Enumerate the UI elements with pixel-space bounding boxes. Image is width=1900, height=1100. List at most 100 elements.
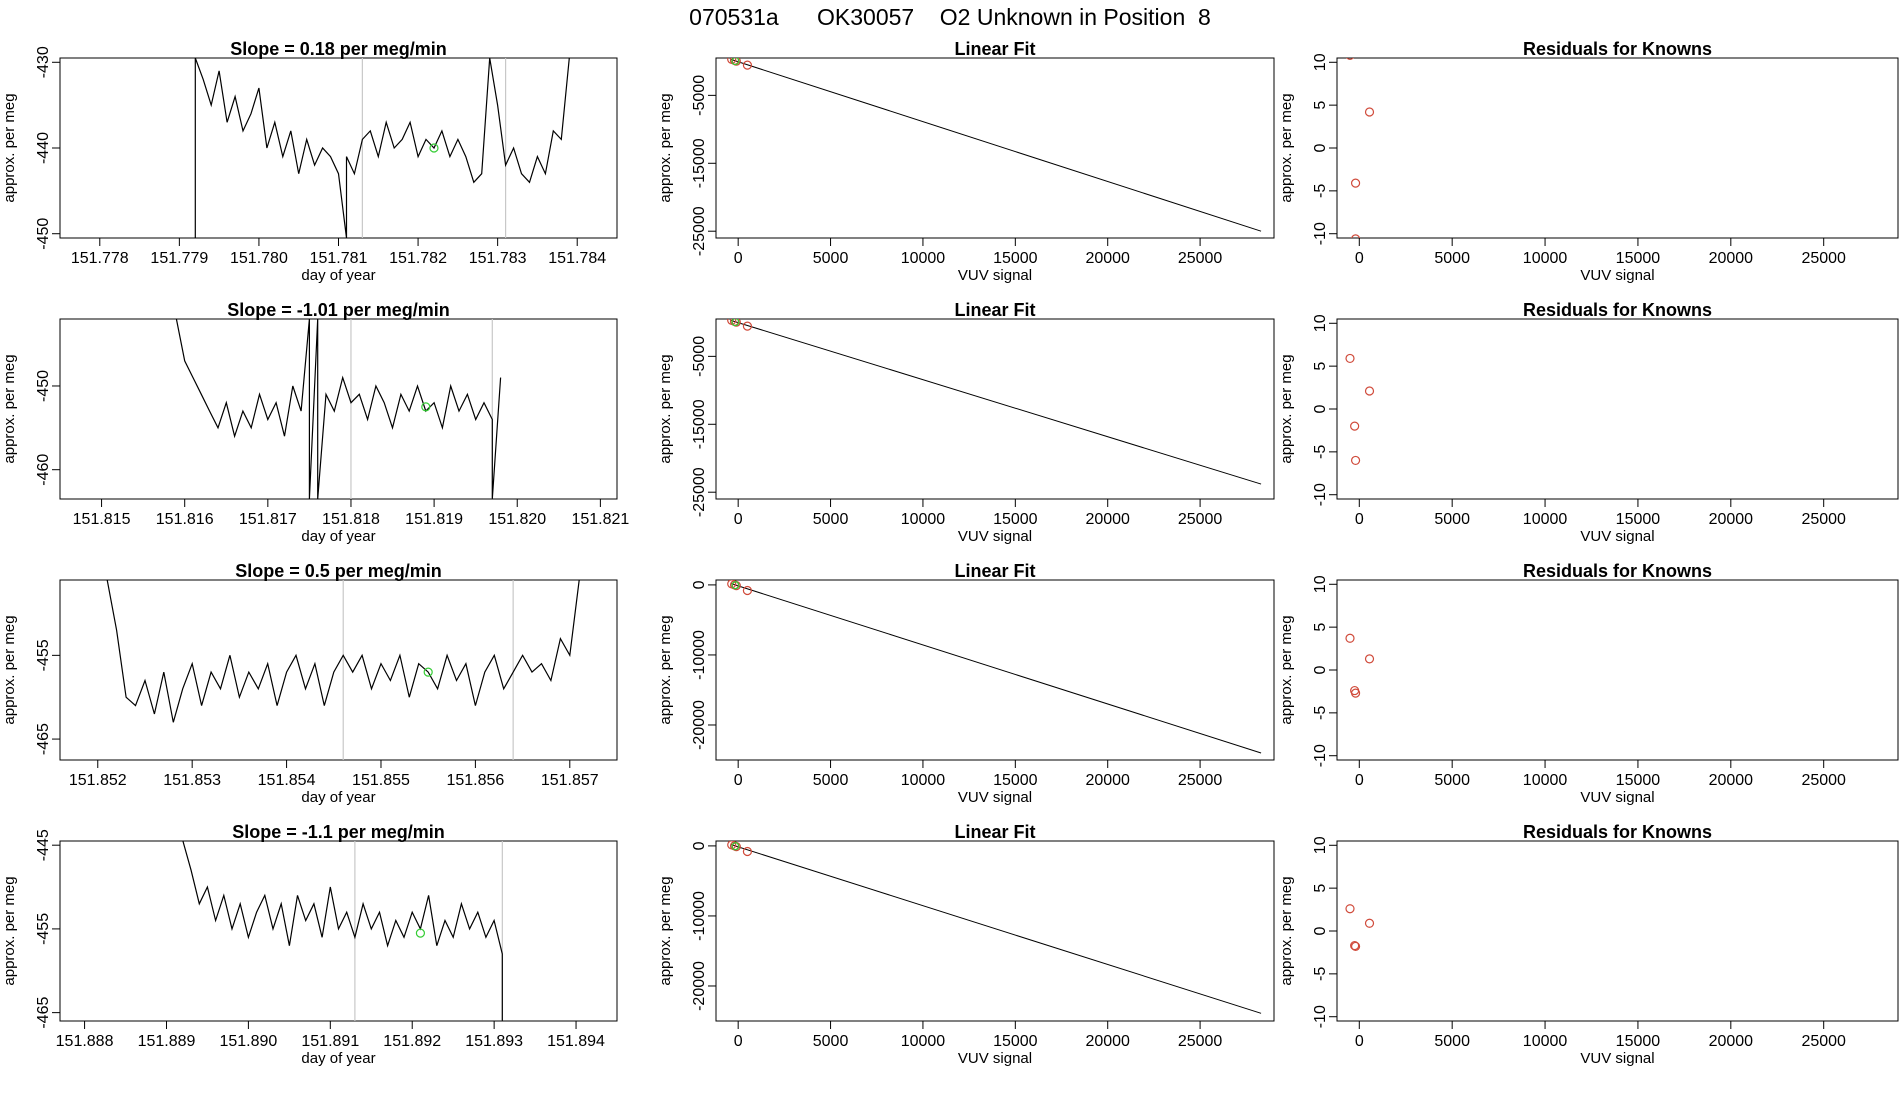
- x-tick-label: 5000: [1434, 250, 1470, 267]
- y-tick-label: -10: [1312, 483, 1329, 506]
- panel-3-3: Residuals for Knowns 0 5000 10000 15000 20000…: [1278, 561, 1899, 806]
- x-tick-label: 151.891: [301, 1033, 359, 1050]
- x-tick-label: 5000: [1434, 511, 1470, 528]
- x-tick-label: 5000: [813, 1033, 849, 1050]
- y-tick-label: -465: [35, 723, 52, 755]
- x-tick-label: 151.816: [156, 511, 214, 528]
- plot-area: [727, 319, 1262, 485]
- x-tick-label: 15000: [993, 772, 1038, 789]
- y-tick-label: 10: [1312, 836, 1329, 854]
- plot-area: [727, 841, 1262, 1014]
- known-point: [1350, 941, 1361, 952]
- known-point: [1350, 940, 1360, 951]
- y-axis-label: approx. per meg: [1278, 354, 1295, 463]
- y-tick-label: 0: [691, 580, 708, 589]
- x-tick-label: 151.855: [352, 772, 410, 789]
- x-tick-label: 10000: [1523, 1033, 1568, 1050]
- x-tick-label: 25000: [1178, 250, 1223, 267]
- plot-area: [175, 319, 502, 499]
- plot-area: [106, 580, 580, 760]
- y-tick-label: 0: [1312, 926, 1329, 935]
- y-axis-label: approx. per meg: [657, 354, 674, 463]
- known-point: [1350, 178, 1361, 188]
- x-tick-label: 151.857: [541, 772, 599, 789]
- plot-frame: [715, 579, 1275, 761]
- x-tick-label: 25000: [1178, 1033, 1223, 1050]
- y-tick-label: -20000: [691, 700, 708, 750]
- x-tick-label: 10000: [1523, 772, 1568, 789]
- x-tick-label: 151.821: [571, 511, 629, 528]
- plot-area: [727, 58, 1262, 232]
- x-tick-label: 10000: [901, 511, 946, 528]
- x-tick-label: 151.892: [383, 1033, 441, 1050]
- y-axis-label: approx. per meg: [1278, 876, 1295, 985]
- y-tick-label: -450: [35, 218, 52, 250]
- x-tick-label: 151.780: [230, 250, 288, 267]
- panel-1-2: Linear Fit 0 5000 10000 15000 20000 25000 VUV s…: [657, 39, 1275, 284]
- x-tick-label: 151.852: [69, 772, 127, 789]
- y-tick-label: -5: [1312, 967, 1329, 981]
- x-axis-label: VUV signal: [1580, 789, 1654, 806]
- plot-frame: [59, 840, 618, 1022]
- known-point: [1364, 386, 1375, 396]
- x-tick-label: 25000: [1178, 772, 1223, 789]
- x-tick-label: 25000: [1801, 511, 1846, 528]
- fit-line: [730, 319, 1262, 485]
- y-tick-label: 5: [1312, 623, 1329, 632]
- unknown-marker: [423, 667, 433, 677]
- y-tick-label: 0: [1312, 143, 1329, 152]
- y-tick-label: -10000: [691, 891, 708, 941]
- x-tick-label: 151.856: [446, 772, 504, 789]
- y-tick-label: -5000: [691, 75, 708, 116]
- x-tick-label: 151.889: [138, 1033, 196, 1050]
- known-point: [1364, 654, 1375, 664]
- x-tick-label: 0: [734, 1033, 743, 1050]
- x-tick-label: 0: [1355, 772, 1364, 789]
- x-axis-label: VUV signal: [1580, 528, 1654, 545]
- y-tick-label: -20000: [691, 961, 708, 1011]
- known-point: [742, 585, 753, 596]
- y-tick-label: -5: [1312, 445, 1329, 459]
- x-axis-label: VUV signal: [958, 267, 1032, 284]
- unknown-marker: [421, 402, 431, 412]
- x-tick-label: 20000: [1709, 1033, 1754, 1050]
- series-line: [194, 58, 570, 238]
- plot-area: [1345, 353, 1375, 466]
- x-tick-label: 151.854: [258, 772, 316, 789]
- known-point: [1364, 107, 1375, 117]
- plot-frame: [715, 57, 1275, 239]
- x-axis-label: day of year: [301, 789, 375, 806]
- x-tick-label: 0: [734, 772, 743, 789]
- y-tick-label: -10000: [691, 630, 708, 680]
- panel-2-3: Residuals for Knowns 0 5000 10000 15000 20000…: [1278, 300, 1899, 545]
- x-tick-label: 151.784: [548, 250, 606, 267]
- y-axis-label: approx. per meg: [1, 93, 18, 202]
- x-tick-label: 15000: [1616, 1033, 1661, 1050]
- y-tick-label: -445: [35, 829, 52, 861]
- panel-title: Slope = -1.1 per meg/min: [232, 822, 445, 842]
- y-axis-label: approx. per meg: [1, 615, 18, 724]
- panel-title: Linear Fit: [954, 300, 1035, 320]
- x-tick-label: 20000: [1085, 511, 1130, 528]
- fit-line: [730, 58, 1262, 232]
- x-tick-label: 25000: [1801, 1033, 1846, 1050]
- y-axis-label: approx. per meg: [1278, 93, 1295, 202]
- fit-line: [730, 583, 1262, 754]
- panel-title: Residuals for Knowns: [1523, 39, 1712, 59]
- y-tick-label: 10: [1312, 53, 1329, 71]
- panel-4-3: Residuals for Knowns 0 5000 10000 15000 20000…: [1278, 822, 1899, 1067]
- y-tick-label: -430: [35, 46, 52, 78]
- plot-area: [1346, 58, 1375, 238]
- x-tick-label: 151.781: [310, 250, 368, 267]
- x-tick-label: 151.853: [163, 772, 221, 789]
- y-axis-label: approx. per meg: [1, 354, 18, 463]
- y-tick-label: 5: [1312, 101, 1329, 110]
- x-tick-label: 20000: [1085, 250, 1130, 267]
- x-tick-label: 20000: [1709, 511, 1754, 528]
- y-tick-label: -5: [1312, 184, 1329, 198]
- y-tick-label: -460: [35, 454, 52, 486]
- y-axis-label: approx. per meg: [1278, 615, 1295, 724]
- series-line: [175, 319, 502, 499]
- y-axis-label: approx. per meg: [657, 876, 674, 985]
